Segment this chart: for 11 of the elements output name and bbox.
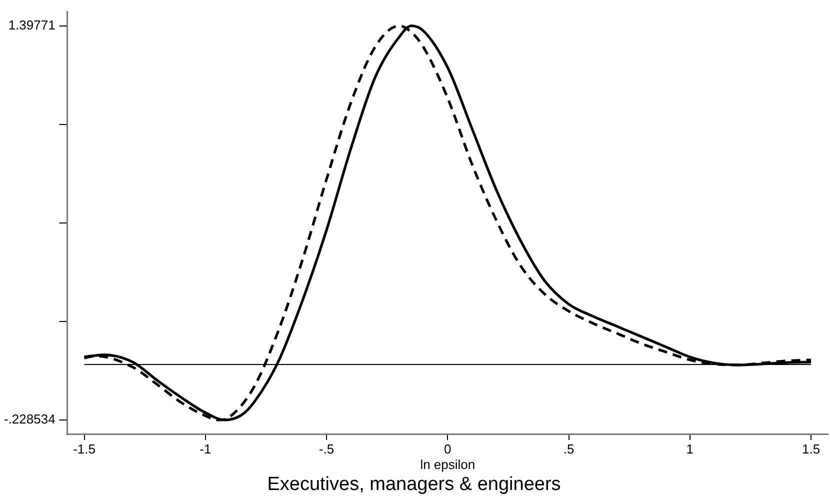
- x-tick-label: -.5: [318, 441, 334, 456]
- text: Executives, managers & engineers: [267, 474, 561, 495]
- x-tick-label: 1: [686, 441, 694, 456]
- x-tick-label: -1: [200, 441, 212, 456]
- x-tick-label: -1.5: [73, 441, 96, 456]
- x-tick-label: 0: [444, 441, 452, 456]
- x-axis-title: ln epsilon: [420, 456, 476, 472]
- x-tick-label: 1.5: [802, 441, 820, 456]
- y-tick-label: 1.39771: [8, 17, 56, 32]
- y-tick-label: -.228534: [4, 411, 56, 426]
- x-tick-label: .5: [563, 441, 574, 456]
